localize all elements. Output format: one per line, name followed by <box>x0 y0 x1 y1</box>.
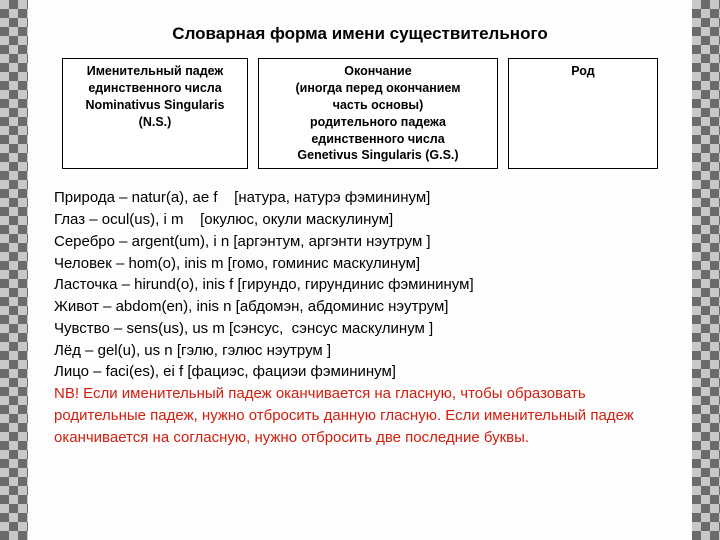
box2-line1: Окончание <box>265 63 491 80</box>
entry-line: Лёд – gel(u), us n [гэлю, гэлюс нэутрум … <box>54 340 666 362</box>
box2-line4: родительного падежа <box>265 114 491 131</box>
box-nominative: Именительный падеж единственного числа N… <box>62 58 248 169</box>
page-title: Словарная форма имени существительного <box>40 24 680 44</box>
content-block: Природа – natur(a), ae f [натура, натурэ… <box>40 187 680 448</box>
entry-line: Чувство – sens(us), us m [сэнсус, сэнсус… <box>54 318 666 340</box>
box1-line1: Именительный падеж <box>69 63 241 80</box>
box-genitive: Окончание (иногда перед окончанием часть… <box>258 58 498 169</box>
box-gender: Род <box>508 58 658 169</box>
box1-line5: (N.S.) <box>69 114 241 131</box>
entry-line: Живот – abdom(en), inis n [абдомэн, абдо… <box>54 296 666 318</box>
entry-line: Природа – natur(a), ae f [натура, натурэ… <box>54 187 666 209</box>
box3-line1: Род <box>515 63 651 80</box>
decorative-left-strip <box>0 0 28 540</box>
entry-line: Человек – hom(o), inis m [гомо, гоминис … <box>54 253 666 275</box>
entry-line: Ласточка – hirund(o), inis f [гирундо, г… <box>54 274 666 296</box>
decorative-right-strip <box>692 0 720 540</box>
box2-line2: (иногда перед окончанием <box>265 80 491 97</box>
entry-line: Глаз – ocul(us), i m [окулюс, окули маск… <box>54 209 666 231</box>
box2-line5: единственного числа <box>265 131 491 148</box>
box2-line6: Genetivus Singularis (G.S.) <box>265 147 491 164</box>
box1-line4: Nominativus Singularis <box>69 97 241 114</box>
entry-line: Серебро – argent(um), i n [аргэнтум, арг… <box>54 231 666 253</box>
page: Словарная форма имени существительного И… <box>32 0 688 540</box>
entry-line: Лицо – faci(es), ei f [фациэс, фациэи фэ… <box>54 361 666 383</box>
header-boxes-row: Именительный падеж единственного числа N… <box>40 58 680 169</box>
box2-line3: часть основы) <box>265 97 491 114</box>
box1-line2: единственного числа <box>69 80 241 97</box>
note-text: NB! Если именительный падеж оканчивается… <box>54 383 666 448</box>
